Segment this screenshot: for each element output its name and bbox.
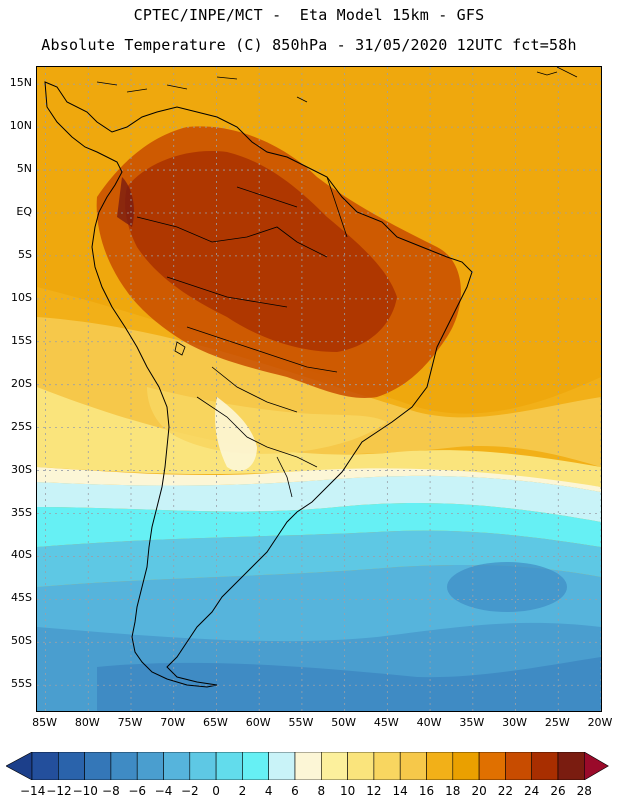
lat-label: 35S — [11, 505, 32, 519]
colorbar-swatch — [505, 752, 532, 780]
lon-label: 75W — [117, 716, 143, 729]
lon-label: 65W — [203, 716, 228, 729]
colorbar-label: −8 — [102, 784, 120, 798]
colorbar-swatch — [57, 752, 85, 780]
colorbar-swatch — [242, 752, 269, 780]
colorbar-label: 20 — [471, 784, 487, 798]
lon-label: 20W — [587, 716, 613, 729]
colorbar-label: 12 — [366, 784, 382, 798]
colorbar-label: 24 — [524, 784, 540, 798]
lat-label: 20S — [11, 376, 32, 390]
lon-label: 55W — [288, 716, 314, 729]
lat-label: 10S — [11, 290, 32, 304]
colorbar-label: 10 — [339, 784, 356, 798]
caribbean-islands — [96, 67, 578, 103]
lake-titicaca — [174, 341, 186, 356]
lon-label: 40W — [416, 716, 442, 729]
colorbar-swatch — [347, 752, 375, 780]
colorbar-swatch — [84, 752, 112, 780]
field-andes-peak — [117, 177, 134, 227]
field-band-12 — [37, 387, 601, 487]
colorbar-swatch — [373, 752, 401, 780]
lon-label: 25W — [544, 716, 570, 729]
field-continent-hotter — [125, 151, 397, 352]
lat-label: 10N — [9, 119, 32, 133]
colorbar-label: 14 — [392, 784, 408, 798]
colorbar-label: 26 — [550, 784, 566, 798]
lon-label: 50W — [331, 716, 357, 729]
colorbar-swatch — [399, 752, 427, 780]
coastline-south-america — [44, 81, 473, 688]
colorbar-swatch — [478, 752, 506, 780]
colorbar-label: −14 — [20, 784, 46, 798]
lon-label: 30W — [502, 716, 527, 729]
country-borders — [136, 176, 348, 498]
lat-label: 50S — [11, 634, 32, 648]
lon-label: 60W — [245, 716, 271, 729]
colorbar-swatch — [215, 752, 243, 780]
colorbar-arrow-right — [583, 752, 609, 780]
colorbar — [6, 752, 609, 780]
graticule — [37, 67, 601, 711]
lat-label: 15N — [9, 76, 32, 90]
field-band-4 — [37, 502, 601, 547]
colorbar-label: 16 — [418, 784, 435, 798]
colorbar-swatch — [426, 752, 454, 780]
colorbar-swatch — [320, 752, 348, 780]
title-line-1: CPTEC/INPE/MCT - Eta Model 15km - GFS — [133, 6, 485, 24]
lat-label: EQ — [16, 204, 32, 218]
lat-label: 40S — [11, 548, 32, 562]
colorbar-label: 6 — [291, 784, 299, 798]
colorbar-label: 22 — [497, 784, 514, 798]
lat-label: 30S — [11, 462, 32, 476]
lat-label: 15S — [11, 333, 32, 347]
colorbar-swatch — [531, 752, 559, 780]
field-pampa-cool — [215, 397, 257, 471]
field-band-6 — [37, 475, 601, 522]
colorbar-label: 2 — [238, 784, 247, 798]
title-line-2: Absolute Temperature (C) 850hPa - 31/05/… — [41, 36, 577, 54]
lon-label: 70W — [160, 716, 186, 729]
field-band-2 — [37, 530, 601, 587]
colorbar-label: 8 — [317, 784, 326, 798]
colorbar-swatch — [268, 752, 296, 780]
colorbar-label: 4 — [264, 784, 273, 798]
colorbar-label: −4 — [154, 784, 173, 798]
colorbar-swatch — [136, 752, 164, 780]
colorbar-label: −12 — [46, 784, 72, 798]
colorbar-label: 0 — [212, 784, 220, 798]
colorbar-label: −10 — [72, 784, 98, 798]
colorbar-arrow-left — [6, 752, 33, 780]
colorbar-swatch — [163, 752, 191, 780]
field-band-m4 — [97, 657, 601, 711]
colorbar-swatch — [452, 752, 480, 780]
colorbar-swatch — [294, 752, 322, 780]
lon-label: 35W — [459, 716, 485, 729]
colorbar-label: −2 — [180, 784, 199, 798]
colorbar-swatch — [110, 752, 138, 780]
colorbar-label: 28 — [576, 784, 592, 798]
colorbar-swatch — [189, 752, 217, 780]
lat-label: 5S — [18, 247, 32, 261]
lat-label: 5N — [16, 162, 32, 176]
colorbar-swatch — [557, 752, 585, 780]
lat-label: 55S — [11, 677, 32, 691]
lat-label: 25S — [11, 419, 32, 433]
temperature-map[interactable] — [36, 66, 602, 712]
lon-label: 80W — [74, 716, 100, 729]
lon-label: 85W — [32, 716, 57, 729]
field-cold-core — [447, 562, 567, 612]
colorbar-label: −6 — [128, 784, 147, 798]
lat-label: 45S — [11, 591, 32, 605]
colorbar-swatch — [31, 752, 59, 780]
field-band-8 — [37, 467, 601, 492]
colorbar-label: 18 — [445, 784, 461, 798]
lon-label: 45W — [373, 716, 399, 729]
